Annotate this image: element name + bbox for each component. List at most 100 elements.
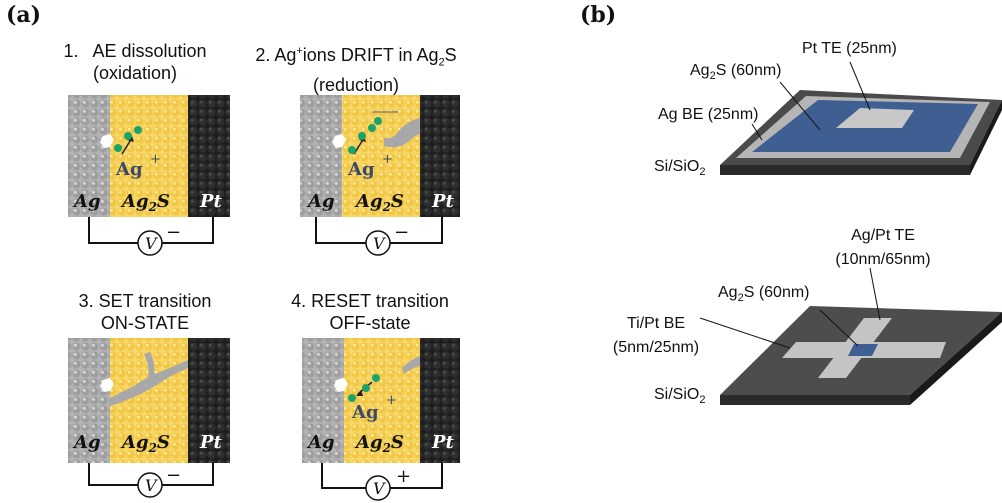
device1-substrate-sub: 2	[699, 166, 706, 179]
device2-be-label: Ti/Pt BE (5nm/25nm)	[596, 312, 716, 360]
step2-title-sup: +	[296, 45, 303, 57]
cell1-ion	[134, 126, 142, 134]
cell2-ion-label: Ag	[347, 159, 375, 180]
cell3-ag-layer	[68, 338, 110, 463]
device2-te-label: Ag/Pt TE (10nm/65nm)	[818, 224, 948, 272]
device1-substrate-label: Si/SiO2	[654, 158, 705, 178]
device2-be-line1: Ti/Pt BE	[626, 315, 686, 332]
cell1-void	[100, 134, 114, 148]
device1-te-pointer	[849, 61, 871, 111]
cell2-ion	[348, 146, 356, 154]
cell3-wire	[162, 463, 214, 486]
cell1-ag2s-layer	[110, 95, 188, 217]
cell2-label-ag: Ag	[306, 191, 335, 212]
cell4-ion-label: Ag	[351, 402, 379, 423]
cell4-ion-sup: +	[386, 393, 397, 408]
cell2-label-ag2s: Ag2S	[354, 191, 404, 214]
device2-substrate-label: Si/SiO2	[654, 386, 705, 406]
cell3-label-pt: Pt	[199, 432, 223, 453]
cell4-label-ag2s: Ag2S	[354, 432, 404, 455]
cell4-ag-layer	[302, 338, 344, 463]
cell3-filament	[110, 360, 188, 406]
cell1-ion-sup: +	[150, 152, 161, 167]
panel-b-label: (b)	[580, 2, 617, 28]
cell1-ion-label: Ag	[115, 159, 143, 180]
device2-be-line2: (5nm/25nm)	[612, 339, 700, 356]
step1-title-line2: (oxidation)	[92, 63, 178, 83]
cell-4: Ag + Ag Ag2S Pt V +	[302, 338, 460, 501]
step3-title-line1: 3. SET transition	[78, 291, 212, 311]
panel-a-label: (a)	[6, 2, 42, 28]
cell4-voltmeter	[365, 475, 391, 501]
cell2-filament	[384, 118, 420, 148]
cell4-ion	[372, 374, 380, 382]
cell-1: Ag + Ag Ag2S Pt V −	[68, 95, 230, 256]
cell3-label-ag2s: Ag2S	[120, 432, 170, 455]
cell1-bias: −	[166, 222, 181, 243]
cell1-ion	[124, 132, 132, 140]
device2-te-line1: Ag/Pt TE	[851, 227, 915, 244]
cell2-ion	[358, 132, 366, 140]
cell4-filament-stub	[402, 356, 420, 374]
device2-te-line2: (10nm/65nm)	[835, 251, 931, 268]
cell4-ion-arrowhead	[356, 390, 363, 396]
cell2-voltmeter-symbol: V	[373, 234, 386, 253]
device2-substrate-base: Si/SiO	[654, 386, 700, 403]
cell3-void	[100, 378, 114, 392]
device1-be-pointer	[751, 123, 763, 141]
cell1-label-ag2s: Ag2S	[120, 191, 170, 214]
device2-ag2s-label: Ag2S (60nm)	[718, 284, 810, 304]
cell4-ag2s-layer	[344, 338, 420, 463]
device1-pt-te	[836, 108, 914, 128]
cell-diagrams: Ag + Ag Ag2S Pt V − Ag + Ag Ag2S Pt V −	[68, 95, 460, 501]
cell1-wire	[88, 217, 138, 244]
step1-title-line1: 1. AE dissolution	[63, 41, 207, 61]
cell1-ion	[114, 144, 122, 152]
cell-2: Ag + Ag Ag2S Pt V −	[300, 95, 460, 256]
step4-title-line1: 4. RESET transition	[291, 291, 449, 311]
cell4-wire	[390, 463, 443, 489]
device2-te-pointer	[869, 267, 881, 321]
step2-title-line2: (reduction)	[312, 74, 400, 95]
device2	[699, 267, 1002, 405]
cell4-label-ag: Ag	[306, 432, 335, 453]
cell2-voltmeter	[365, 230, 391, 256]
device1-te-label: Pt TE (25nm)	[802, 40, 897, 57]
cell4-ion	[362, 384, 370, 392]
cell1-voltmeter-symbol: V	[145, 234, 158, 253]
device2-substrate-side-right	[910, 312, 1002, 405]
cell3-wire	[88, 463, 138, 486]
device2-ag2s-pointer	[819, 309, 859, 347]
cell4-ion	[348, 394, 356, 402]
step2-title-sub: 2	[438, 56, 445, 69]
step2-title-pre: 2. Ag	[255, 45, 297, 65]
cell-3: Ag Ag2S Pt V −	[68, 338, 230, 498]
device2-ag2s-base: Ag	[718, 284, 738, 301]
cell3-label-ag: Ag	[72, 432, 101, 453]
cell3-voltmeter	[137, 472, 163, 498]
cell2-label-pt: Pt	[431, 191, 455, 212]
cell1-pt-layer	[188, 95, 230, 217]
cell3-bias: −	[166, 465, 181, 486]
device2-substrate-sub: 2	[699, 394, 706, 407]
device1-be-label: Ag BE (25nm)	[658, 106, 759, 123]
cell1-label-pt: Pt	[199, 191, 223, 212]
step3-title-line2: ON-STATE	[100, 313, 190, 333]
device1-ag2s-end: S (60nm)	[715, 62, 782, 79]
cell1-voltmeter	[137, 230, 163, 256]
cell2-wire	[315, 217, 366, 244]
cell1-wire	[162, 217, 214, 244]
cell3-voltmeter-symbol: V	[145, 476, 158, 495]
cell2-ag-layer	[300, 95, 342, 217]
step4-title: 4. RESET transition OFF-state	[270, 290, 470, 334]
cell4-void	[334, 378, 348, 392]
device1-ag2s-label: Ag2S (60nm)	[690, 62, 782, 82]
device1	[720, 61, 1002, 175]
device1-substrate-side-right	[970, 100, 1002, 175]
cell4-bias: +	[396, 466, 411, 487]
device2-ag2s-sub: 2	[737, 292, 744, 305]
device2-be-pointer	[699, 317, 791, 349]
device2-ag2s-end: S (60nm)	[743, 284, 810, 301]
step3-title: 3. SET transition ON-STATE	[50, 290, 240, 334]
cell2-bias: −	[394, 222, 409, 243]
